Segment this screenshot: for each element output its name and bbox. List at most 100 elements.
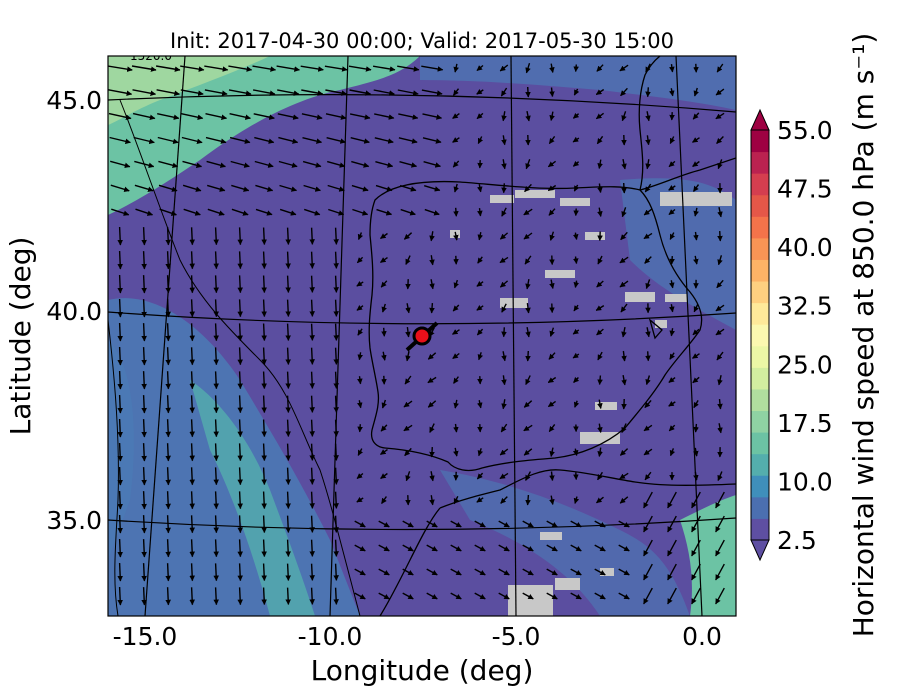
wind-arrow — [189, 395, 195, 414]
wind-arrow — [325, 89, 348, 96]
wind-arrow — [693, 471, 699, 481]
wind-arrow — [597, 471, 603, 481]
map-panel: 1520.0 — [108, 56, 736, 616]
wind-arrow — [452, 304, 460, 312]
wind-arrow — [549, 327, 555, 337]
x-tick-label: -5.0 — [492, 622, 541, 651]
wind-arrow — [693, 423, 699, 433]
wind-arrow — [667, 587, 677, 605]
wind-arrow — [285, 491, 291, 509]
wind-arrow — [476, 305, 484, 311]
wind-arrow — [252, 65, 277, 72]
wind-arrow — [573, 256, 579, 265]
wind-arrow — [426, 544, 438, 552]
map-frame — [107, 55, 737, 617]
wind-arrow — [155, 65, 181, 72]
wind-arrow — [426, 592, 438, 600]
wind-arrow — [405, 255, 411, 265]
wind-arrow — [165, 395, 171, 414]
wind-arrow — [596, 328, 604, 336]
wind-arrow — [141, 371, 147, 390]
wind-arrow — [108, 89, 133, 97]
wind-arrow — [309, 395, 315, 413]
wind-arrow — [525, 494, 531, 506]
wind-arrow — [595, 305, 605, 311]
wind-arrow — [213, 275, 219, 294]
wind-arrow — [309, 323, 315, 341]
wind-arrow — [573, 64, 579, 73]
colorbar-band — [751, 151, 769, 174]
colorbar-band — [751, 345, 769, 368]
wind-arrow — [205, 113, 228, 120]
wind-arrow — [427, 352, 437, 360]
wind-arrow — [474, 520, 486, 528]
wind-arrow — [237, 299, 243, 318]
wind-arrow — [261, 347, 267, 366]
wind-arrow — [500, 87, 508, 97]
wind-arrow — [715, 539, 725, 557]
colorbar-tick-label: 2.5 — [777, 526, 817, 555]
wind-arrow — [327, 184, 345, 192]
wind-arrow — [643, 424, 653, 432]
wind-arrow — [597, 375, 603, 386]
wind-arrow — [523, 448, 533, 456]
y-axis-ticks: 45.0 40.0 35.0 — [46, 86, 102, 535]
wind-arrow — [333, 347, 339, 365]
x-axis-ticks: -15.0 -10.0 -5.0 0.0 — [113, 622, 722, 651]
wind-arrow — [237, 323, 243, 342]
wind-arrow — [309, 443, 315, 461]
wind-arrow — [213, 491, 219, 510]
wind-arrow — [570, 544, 582, 552]
wind-arrow — [645, 159, 651, 170]
colorbar-band — [751, 453, 769, 476]
wind-arrow — [117, 250, 123, 270]
wind-arrow — [261, 587, 267, 606]
wind-arrow — [165, 299, 171, 318]
wind-field-biscay-band — [420, 56, 736, 110]
wind-arrow — [285, 299, 291, 317]
wind-arrow — [279, 208, 297, 216]
wind-arrow — [182, 160, 203, 168]
x-tick-label: -10.0 — [298, 622, 363, 651]
wind-arrow — [692, 112, 700, 120]
colorbar-band — [751, 432, 769, 455]
wind-arrow — [285, 347, 291, 365]
wind-arrow — [348, 65, 372, 72]
wind-arrow — [117, 322, 123, 342]
wind-arrow — [165, 491, 171, 510]
wind-arrow — [399, 161, 418, 168]
wind-arrow — [547, 376, 557, 384]
wind-arrow — [285, 251, 291, 269]
wind-arrow — [716, 279, 724, 289]
gulf-of-lion-coast — [639, 157, 736, 191]
wind-arrow — [165, 371, 171, 390]
wind-arrow — [426, 568, 438, 576]
wind-arrow — [573, 400, 580, 408]
wind-arrow — [645, 351, 651, 362]
colorbar-tick-label: 40.0 — [777, 233, 833, 262]
wind-arrow — [645, 327, 651, 338]
wind-arrow — [453, 376, 459, 384]
wind-arrow — [285, 539, 291, 557]
wind-arrow — [522, 568, 534, 576]
wind-field-mediterranean-band — [620, 178, 736, 330]
wind-arrow — [165, 563, 171, 582]
wind-arrow — [356, 280, 364, 287]
wind-arrow — [476, 497, 484, 503]
x-tick-label: 0.0 — [682, 622, 722, 651]
wind-arrow — [619, 448, 629, 456]
wind-arrow — [189, 467, 195, 486]
wind-arrow — [597, 183, 603, 194]
wind-arrow — [477, 136, 484, 145]
wind-arrow — [692, 160, 700, 168]
wind-arrow — [499, 448, 509, 456]
wind-arrow — [380, 280, 388, 288]
wind-arrow — [597, 399, 603, 409]
wind-arrow — [549, 279, 555, 289]
wind-arrow — [276, 65, 300, 72]
wind-arrow — [429, 471, 435, 482]
wind-arrow — [717, 159, 723, 170]
wind-arrow — [328, 208, 345, 216]
colorbar-band — [751, 475, 769, 498]
wind-arrow — [548, 135, 556, 145]
